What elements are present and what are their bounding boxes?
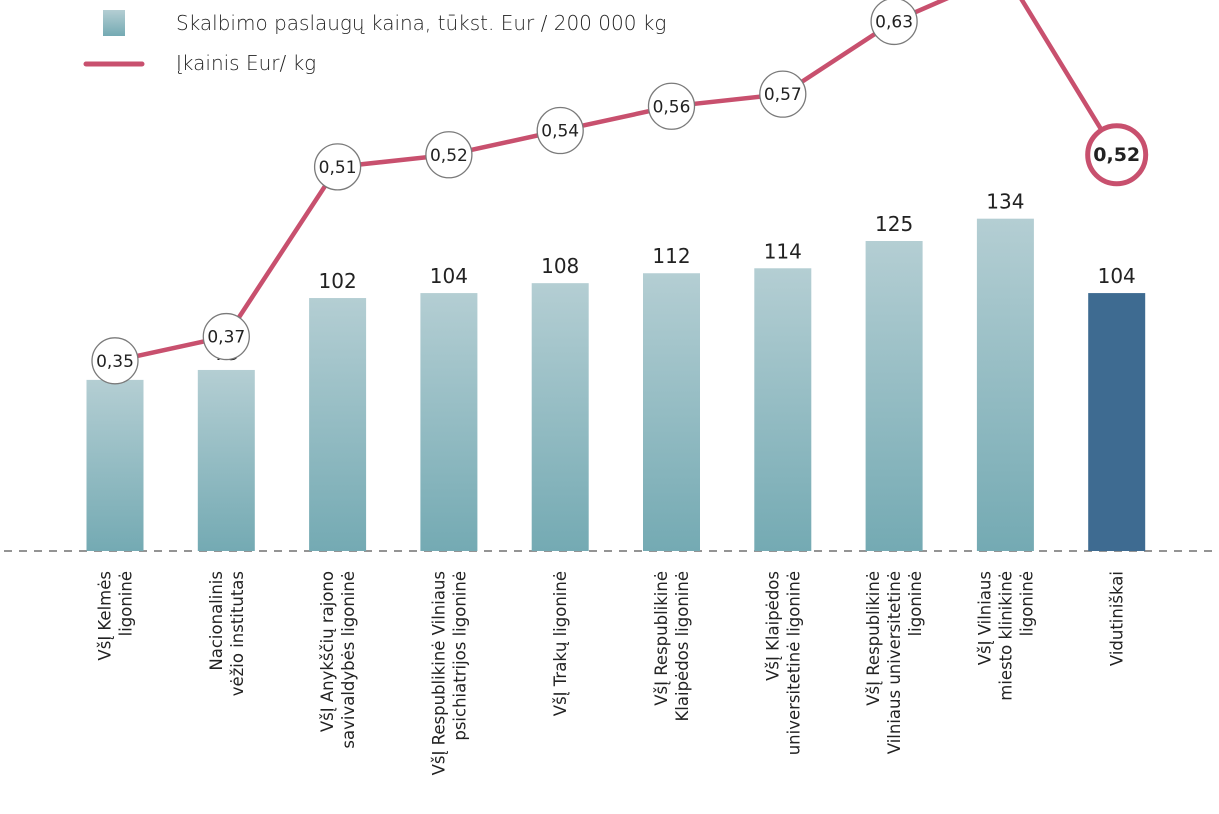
bar — [643, 273, 700, 551]
category-label-line: miesto klinikinė — [996, 571, 1015, 701]
bar — [420, 293, 478, 551]
category-label-line: ligoninė — [906, 571, 925, 636]
category-label-line: psichiatrijos ligoninė — [450, 571, 469, 741]
bar-value-label: 125 — [875, 212, 913, 236]
category-label-line: VšĮ Respublikinė Vilniaus — [429, 571, 448, 775]
price-point-label: 0,37 — [207, 328, 245, 348]
category-label-line: VšĮ Vilniaus — [975, 571, 994, 665]
category-label-line: Nacionalinis — [207, 571, 226, 671]
bar-value-label: 108 — [541, 254, 579, 278]
category-label-line: VšĮ Anykščių rajono — [318, 571, 337, 732]
price-point-label: 0,52 — [430, 146, 468, 166]
price-point-label: 0,56 — [653, 97, 691, 117]
price-point-label: 0,57 — [764, 85, 802, 105]
category-label: VšĮ Anykščių rajono savivaldybės ligoninė — [318, 571, 358, 749]
bars: 6973102104108112114125134104 — [86, 190, 1146, 551]
category-labels: VšĮ Kelmės ligoninė Nacionalinis vėžio inst… — [96, 571, 1127, 775]
category-label-line: Vilniaus universitetinė — [885, 571, 904, 754]
category-label: VšĮ Kelmės ligoninė — [96, 571, 136, 661]
bar-value-label: 112 — [652, 244, 690, 268]
category-label: VšĮ Respublikinė Vilniaus psichiatrijos l… — [429, 571, 469, 775]
price-point-marker — [647, 82, 696, 130]
price-point-marker — [91, 337, 139, 385]
category-label: Nacionalinis vėžio institutas — [207, 571, 247, 696]
category-label: Vidutiniškai — [1108, 571, 1127, 666]
legend: Skalbimo paslaugų kaina, tūkst. Eur / 20… — [83, 10, 666, 75]
bar-value-label: 114 — [764, 239, 802, 263]
bar-value-label: 134 — [986, 190, 1024, 214]
category-label-line: savivaldybės ligoninė — [339, 571, 358, 749]
price-point-label: 0,51 — [319, 158, 357, 178]
legend-bar-swatch — [103, 10, 125, 36]
bar-value-label: 104 — [1098, 264, 1136, 288]
category-label-line: VšĮ Respublikinė — [864, 571, 883, 706]
price-point-marker — [202, 312, 250, 361]
bar — [531, 283, 589, 551]
price-point-label: 0,52 — [1093, 144, 1140, 166]
bar-value-label: 104 — [430, 264, 468, 288]
category-label-line: VšĮ Klaipėdos — [763, 571, 782, 681]
category-label: VšĮ Respublikinė Klaipėdos ligoninė — [652, 571, 692, 722]
price-line-layer: 0,350,370,510,520,540,560,570,630,670,52 — [91, 0, 1149, 385]
category-label-line: vėžio institutas — [228, 571, 247, 696]
price-point-label: 0,54 — [541, 122, 579, 142]
category-label-line: VšĮ Trakų ligoninė — [551, 571, 570, 716]
price-point-label: 0,63 — [875, 12, 913, 32]
bar — [865, 241, 923, 551]
bar — [86, 379, 144, 551]
category-label-line: ligoninė — [1017, 571, 1036, 636]
bar — [309, 298, 367, 551]
category-label-line: Vidutiniškai — [1108, 571, 1127, 666]
bar — [976, 218, 1034, 551]
bar — [754, 268, 812, 551]
category-label-line: VšĮ Kelmės — [96, 571, 115, 661]
bar-value-label: 102 — [319, 269, 357, 293]
price-point-marker — [425, 131, 473, 179]
price-point-marker — [313, 143, 362, 191]
category-label: VšĮ Respublikinė Vilniaus universitetinė l… — [864, 571, 925, 754]
price-line — [114, 0, 1119, 363]
price-point-label: 0,35 — [96, 352, 134, 372]
price-point-marker — [870, 0, 918, 46]
category-label-line: VšĮ Respublikinė — [652, 571, 671, 706]
price-point-marker — [759, 70, 807, 118]
bar — [1088, 293, 1146, 551]
category-label-line: Klaipėdos ligoninė — [673, 571, 692, 722]
price-point-marker — [1085, 123, 1149, 187]
price-point-marker — [536, 106, 584, 155]
category-label-line: ligoninė — [117, 571, 136, 636]
category-label-line: universitetinė ligoninė — [784, 571, 803, 755]
category-label: VšĮ Klaipėdos universitetinė ligoninė — [763, 571, 803, 755]
legend-line-label: Įkainis Eur/ kg — [176, 51, 316, 75]
category-label: VšĮ Vilniaus miesto klinikinė ligoninė — [975, 571, 1036, 701]
category-label: VšĮ Trakų ligoninė — [551, 571, 570, 716]
legend-bar-label: Skalbimo paslaugų kaina, tūkst. Eur / 20… — [176, 11, 666, 35]
bar — [197, 369, 255, 551]
